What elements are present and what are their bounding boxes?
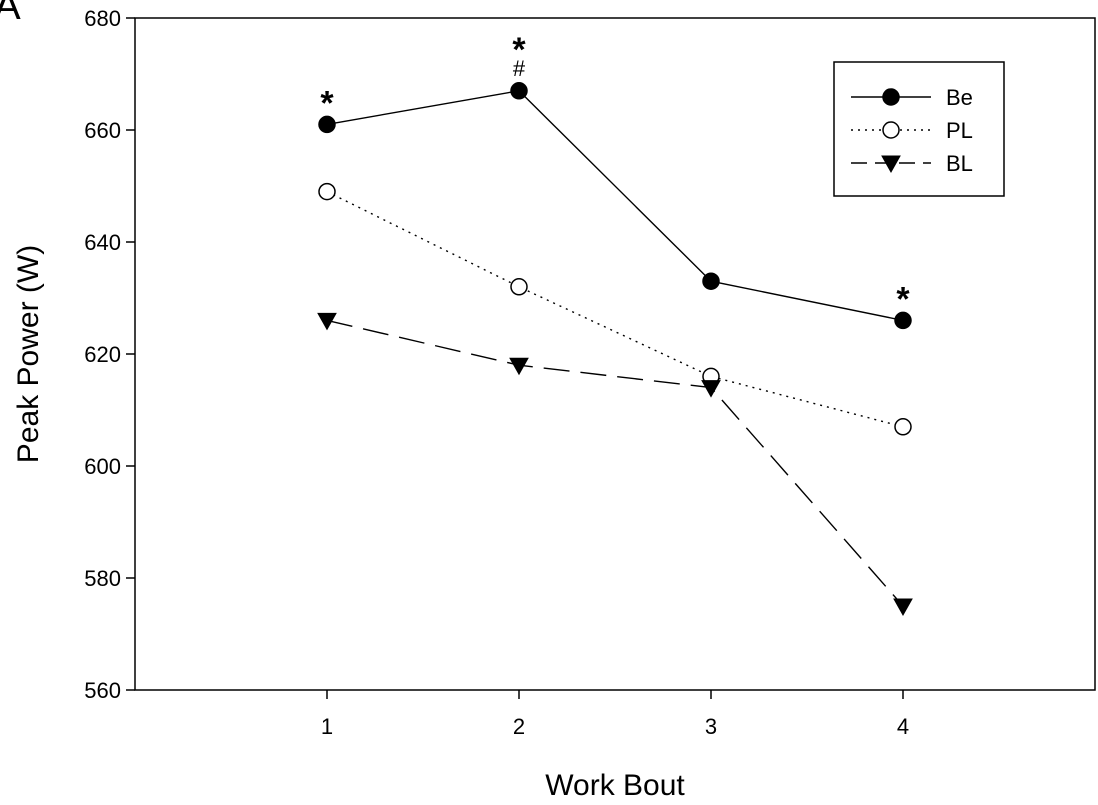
series-layer bbox=[317, 82, 913, 617]
series-line-bl bbox=[326, 319, 904, 607]
significance-asterisk: * bbox=[896, 280, 910, 318]
y-tick-label: 660 bbox=[84, 118, 121, 143]
legend-label-bl: BL bbox=[946, 151, 973, 176]
y-tick-label: 560 bbox=[84, 678, 121, 703]
data-point-bl bbox=[317, 312, 337, 331]
significance-asterisk: * bbox=[320, 84, 334, 122]
legend-label-pl: PL bbox=[946, 118, 973, 143]
legend-marker-bl bbox=[881, 155, 901, 174]
data-point-pl bbox=[318, 182, 336, 201]
y-tick-label: 620 bbox=[84, 342, 121, 367]
significance-asterisk: * bbox=[512, 31, 526, 69]
y-tick-label: 640 bbox=[84, 230, 121, 255]
y-axis-label: Peak Power (W) bbox=[12, 245, 45, 463]
significance-hash: # bbox=[513, 56, 526, 81]
x-tick-label: 1 bbox=[321, 714, 333, 739]
x-tick-label: 3 bbox=[705, 714, 717, 739]
data-point-bl bbox=[509, 357, 529, 376]
data-point-pl bbox=[510, 278, 528, 296]
legend-box bbox=[833, 61, 1005, 197]
y-tick-label: 580 bbox=[84, 566, 121, 591]
x-axis-label: Work Bout bbox=[545, 769, 685, 802]
annotation-layer: **#* bbox=[320, 31, 910, 319]
legend-label-be: Be bbox=[946, 85, 973, 110]
data-point-pl bbox=[894, 418, 912, 436]
series-line-be bbox=[326, 90, 904, 322]
legend-marker-pl bbox=[882, 121, 900, 139]
x-axis: 1 2 3 4 bbox=[321, 690, 909, 739]
series-line-pl bbox=[326, 190, 904, 428]
data-point-be bbox=[894, 311, 912, 330]
y-tick-label: 600 bbox=[84, 454, 121, 479]
x-tick-label: 4 bbox=[897, 714, 909, 739]
data-point-be bbox=[702, 272, 720, 290]
data-point-bl bbox=[893, 598, 913, 617]
data-point-be bbox=[510, 82, 528, 100]
data-point-bl bbox=[701, 380, 721, 398]
panel-label: A bbox=[0, 0, 21, 28]
data-point-be bbox=[318, 115, 336, 134]
legend: Be PL BL bbox=[833, 61, 1005, 197]
x-tick-label: 2 bbox=[513, 714, 525, 739]
y-tick-label: 680 bbox=[84, 6, 121, 31]
y-axis: 560 580 600 620 640 660 680 bbox=[84, 6, 135, 703]
legend-marker-be bbox=[882, 88, 900, 106]
